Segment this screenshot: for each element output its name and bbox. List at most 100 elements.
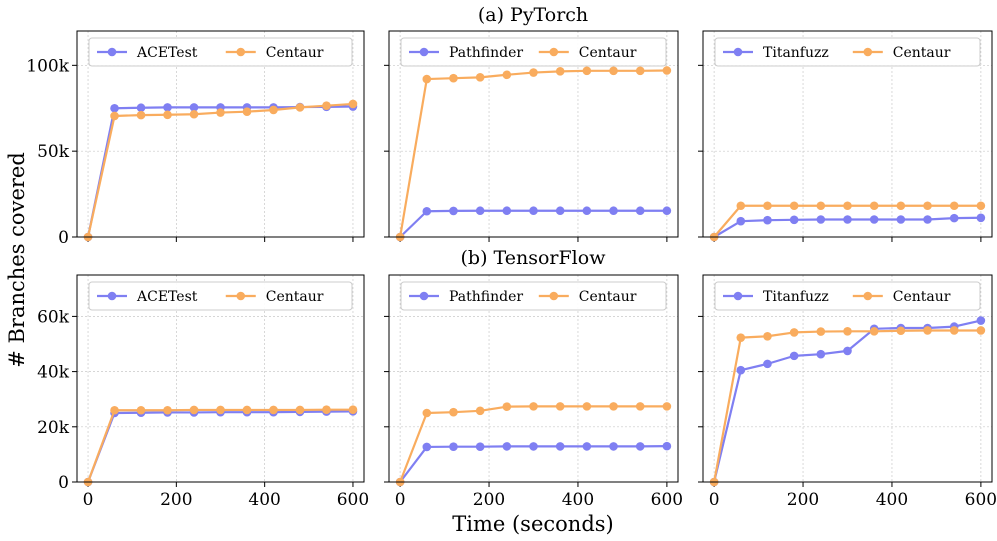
data-point-centaur [216,108,225,117]
x-tick-label: 0 [395,490,406,510]
data-point-centaur [295,405,305,415]
data-point-titanfuzz [843,346,852,356]
legend-marker-titanfuzz [733,291,743,301]
legend-marker-centaur [236,47,246,57]
legend-label-acetest: ACETest [136,45,198,61]
legend-label-acetest: ACETest [136,289,198,305]
y-tick-label: 0 [58,228,69,248]
y-tick-label: 60k [37,307,70,327]
legend-marker-centaur [549,47,559,57]
data-point-centaur [189,109,199,119]
data-point-centaur [635,66,645,76]
legend-marker-centaur [863,291,873,301]
legend-marker-acetest [107,47,117,57]
panel-r1-c0: 0 200 400 600 0 20k 40k 60k ACETest Centaur [37,274,369,510]
data-point-centaur [896,326,906,336]
data-point-centaur [976,201,986,211]
x-tick-label: 600 [651,490,683,510]
data-point-centaur [896,201,906,211]
data-point-centaur [529,68,538,77]
data-point-pathfinder [582,206,592,216]
data-point-centaur [110,111,119,121]
data-point-centaur [923,326,932,335]
data-point-centaur [348,405,358,414]
y-tick-label: 0 [58,473,69,493]
legend-label-centaur: Centaur [579,45,637,61]
y-tick-label: 100k [26,56,69,76]
panel-r0-c0: 0 50k 100k ACETest Centaur [26,30,365,248]
data-point-centaur [449,73,458,83]
data-point-titanfuzz [789,351,799,361]
data-point-pathfinder [609,442,618,451]
data-point-centaur [949,201,959,211]
data-point-acetest [110,103,119,113]
data-point-titanfuzz [923,215,932,224]
panel-frame [702,30,993,238]
data-point-titanfuzz [869,215,879,224]
data-point-centaur [475,73,485,82]
data-point-centaur [609,402,618,411]
data-point-centaur [136,405,146,415]
series-line-titanfuzz [713,319,982,483]
panel-frame [388,274,679,483]
data-point-centaur [269,105,278,115]
data-point-titanfuzz [736,216,746,226]
data-point-titanfuzz [843,215,852,224]
data-point-centaur [736,201,746,211]
legend: ACETest Centaur [88,37,353,67]
y-tick-label: 50k [37,142,70,162]
data-point-centaur [869,327,879,336]
data-point-centaur [662,66,672,75]
panel-r0-c1: Pathfinder Centaur [384,30,679,242]
panel-frame [702,274,993,483]
panel-frame [76,30,365,238]
data-point-pathfinder [662,206,672,216]
legend: Titanfuzz Centaur [714,281,981,311]
legend-marker-pathfinder [419,291,429,301]
legend-box [714,37,981,67]
data-point-centaur [789,328,799,337]
data-point-centaur [269,405,278,415]
legend-label-centaur: Centaur [893,289,951,305]
legend-marker-centaur [236,291,246,301]
data-point-centaur [475,406,485,416]
data-point-centaur [869,201,879,211]
data-point-pathfinder [529,442,538,451]
panel-r1-c2: 0 200 400 600 Titanfuzz Centaur [698,274,997,510]
data-point-centaur [110,405,119,415]
x-tick-label: 600 [337,490,369,510]
data-point-pathfinder [475,442,485,451]
data-point-pathfinder [529,206,538,216]
series-line-centaur [87,408,353,483]
data-point-centaur [322,101,331,110]
legend-label-pathfinder: Pathfinder [449,289,523,305]
row-title-pytorch: (a) PyTorch [478,4,588,26]
x-tick-label: 400 [876,490,908,510]
x-tick-label: 400 [248,490,280,510]
panel-r1-c1: 0 200 400 600 Pathfinder Centaur [384,274,683,510]
row-title-tensorflow: (b) TensorFlow [461,247,607,269]
data-point-centaur [189,405,199,415]
series-line-acetest [86,105,353,238]
x-tick-label: 600 [965,490,997,510]
data-point-centaur [348,99,358,109]
legend-marker-titanfuzz [733,47,743,57]
data-point-titanfuzz [976,316,986,325]
data-point-centaur [502,402,512,411]
data-point-centaur [422,408,432,418]
legend-box [400,37,667,67]
legend-box [400,281,667,311]
x-tick-label: 200 [473,490,505,510]
y-tick-label: 40k [37,363,70,383]
data-point-centaur [555,67,565,76]
data-point-pathfinder [475,206,485,216]
data-point-pathfinder [609,206,618,216]
legend-marker-acetest [107,291,117,301]
data-point-acetest [136,103,146,113]
legend-label-centaur: Centaur [893,45,951,61]
data-point-titanfuzz [816,215,826,224]
x-tick-label: 200 [787,490,819,510]
data-point-titanfuzz [763,215,772,225]
data-point-centaur [662,402,672,411]
